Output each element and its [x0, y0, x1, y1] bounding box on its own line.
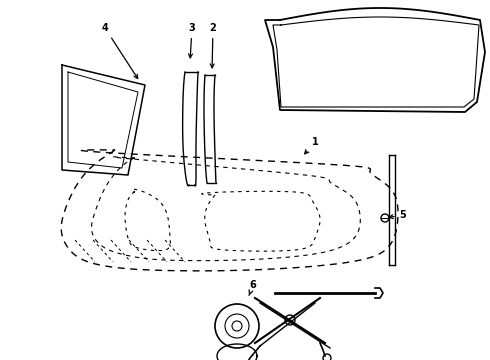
Text: 5: 5	[389, 210, 406, 220]
Text: 3: 3	[189, 23, 196, 58]
Text: 6: 6	[249, 280, 256, 295]
Text: 4: 4	[101, 23, 138, 78]
Text: 1: 1	[305, 137, 318, 154]
Text: 2: 2	[210, 23, 217, 68]
